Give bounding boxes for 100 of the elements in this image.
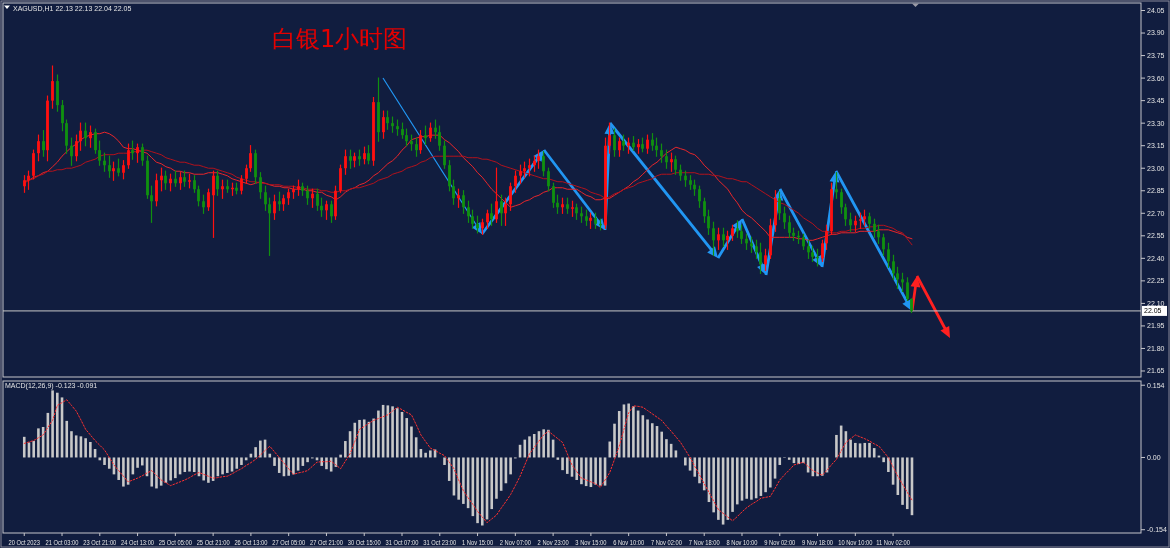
bar [575, 457, 579, 480]
candlestick [533, 155, 536, 172]
bar [56, 392, 59, 458]
candlestick [736, 220, 739, 238]
bar [523, 439, 527, 458]
candlestick [226, 179, 229, 193]
candlestick [622, 134, 625, 151]
candlestick [264, 185, 267, 211]
bar [613, 423, 616, 458]
candlestick [32, 149, 35, 180]
candlestick [183, 170, 186, 187]
candlestick [23, 175, 26, 193]
bar [150, 457, 154, 487]
candlestick [608, 122, 611, 154]
bar [750, 457, 753, 500]
candlestick [528, 158, 531, 177]
candlestick [859, 212, 862, 229]
candlestick [79, 122, 82, 151]
candlestick [731, 224, 734, 241]
candlestick [42, 130, 45, 157]
bar [684, 457, 687, 466]
candlestick [396, 119, 399, 136]
bar [155, 457, 158, 489]
candlestick [377, 77, 380, 142]
bar [320, 457, 324, 466]
candlestick [830, 182, 833, 235]
bar [797, 457, 800, 465]
bar [221, 457, 224, 475]
candlestick [108, 155, 111, 178]
candlestick [320, 197, 323, 217]
candlestick [655, 137, 658, 157]
candlestick [495, 167, 498, 223]
bar [405, 418, 409, 458]
bar [183, 457, 187, 473]
candlestick [674, 155, 677, 175]
candlestick [717, 227, 720, 250]
candlestick [585, 209, 588, 226]
candlestick [46, 95, 49, 162]
candlestick [618, 137, 621, 157]
candlestick [61, 100, 64, 132]
candlestick [604, 137, 607, 229]
bar [169, 457, 172, 481]
bar [650, 423, 654, 458]
bar [259, 440, 262, 458]
bar [377, 410, 380, 458]
candlestick [547, 167, 550, 192]
bar [51, 390, 54, 458]
candlestick [486, 209, 489, 229]
candlestick [179, 172, 182, 190]
bar [580, 457, 583, 485]
candlestick [278, 191, 281, 211]
candlestick [500, 194, 503, 226]
bar [70, 431, 73, 458]
bar [565, 457, 569, 474]
candlestick [877, 224, 880, 244]
candlestick [679, 164, 682, 181]
bar [561, 457, 564, 471]
bar [731, 457, 734, 512]
candlestick [221, 179, 224, 199]
candlestick [287, 188, 290, 205]
candlestick [386, 110, 389, 130]
candlestick [566, 197, 569, 214]
bar [820, 457, 824, 476]
candlestick [306, 185, 309, 205]
bar [632, 406, 635, 458]
candlestick [740, 224, 743, 244]
bar [608, 441, 612, 458]
bar [103, 457, 106, 465]
bar [141, 457, 144, 466]
bar [717, 457, 720, 520]
candlestick [89, 125, 92, 148]
candlestick [235, 182, 238, 195]
candlestick [641, 137, 644, 153]
bar [65, 420, 69, 458]
candlestick [146, 155, 149, 199]
candlestick [873, 218, 876, 238]
candlestick [745, 233, 748, 250]
candlestick [112, 161, 115, 181]
candlestick [117, 158, 120, 177]
candlestick [363, 146, 366, 165]
candlestick [627, 137, 630, 154]
candlestick [854, 215, 857, 232]
candlestick [575, 203, 578, 220]
candlestick [684, 170, 687, 187]
candlestick [901, 272, 904, 292]
bar [532, 434, 536, 458]
candlestick [457, 188, 460, 208]
candlestick [268, 197, 271, 256]
candlestick [316, 188, 319, 211]
candlestick [519, 164, 522, 184]
candlestick [245, 164, 248, 184]
bar [226, 457, 229, 473]
bar [542, 429, 545, 458]
candlestick [868, 212, 871, 229]
candlestick [424, 125, 427, 145]
candlestick [910, 298, 913, 314]
candlestick [693, 179, 696, 196]
candlestick [476, 215, 479, 234]
bar [594, 457, 597, 485]
bar [872, 448, 876, 458]
